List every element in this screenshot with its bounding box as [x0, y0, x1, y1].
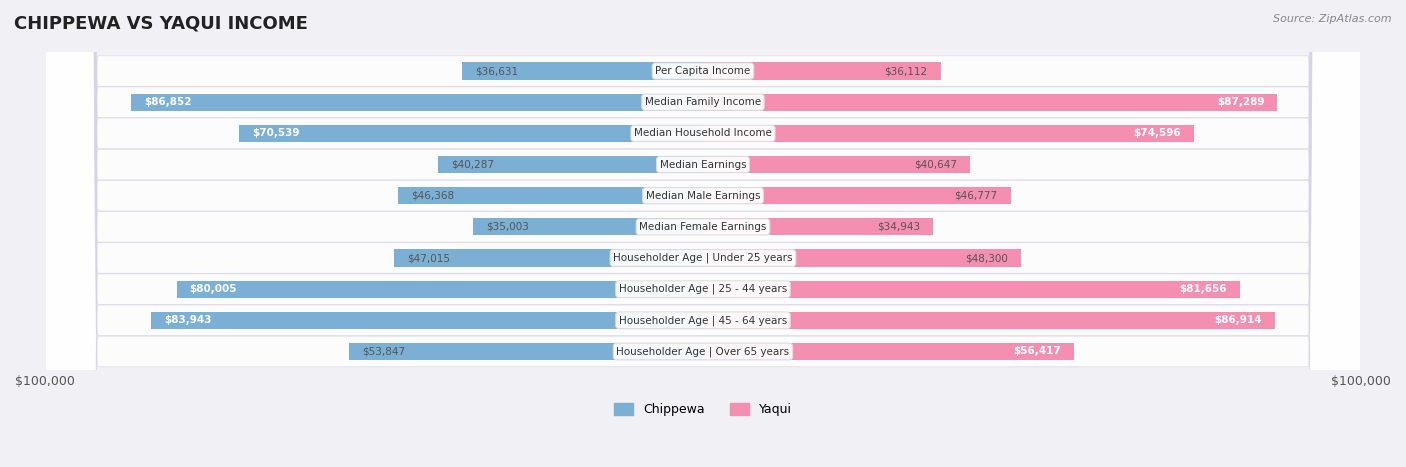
Bar — [45, 305, 1361, 336]
Text: Per Capita Income: Per Capita Income — [655, 66, 751, 76]
Text: $35,003: $35,003 — [486, 222, 529, 232]
Bar — [472, 218, 703, 235]
Text: $36,631: $36,631 — [475, 66, 519, 76]
Bar — [703, 187, 1011, 204]
Text: $46,777: $46,777 — [955, 191, 998, 201]
FancyBboxPatch shape — [45, 0, 1361, 467]
Bar — [703, 125, 1194, 142]
Text: Householder Age | 45 - 64 years: Householder Age | 45 - 64 years — [619, 315, 787, 325]
Text: Median Earnings: Median Earnings — [659, 160, 747, 170]
Text: Source: ZipAtlas.com: Source: ZipAtlas.com — [1274, 14, 1392, 24]
Text: $70,539: $70,539 — [252, 128, 299, 138]
Bar — [45, 242, 1361, 274]
Text: $47,015: $47,015 — [406, 253, 450, 263]
Bar — [45, 87, 1361, 118]
FancyBboxPatch shape — [45, 0, 1361, 467]
Text: $34,943: $34,943 — [877, 222, 920, 232]
Bar — [703, 156, 970, 173]
Text: $40,647: $40,647 — [914, 160, 957, 170]
Text: $74,596: $74,596 — [1133, 128, 1181, 138]
Bar — [703, 218, 934, 235]
Bar — [131, 94, 703, 111]
Bar — [437, 156, 703, 173]
Text: $86,852: $86,852 — [145, 97, 193, 107]
Bar — [45, 274, 1361, 305]
Bar — [703, 343, 1074, 360]
Bar — [45, 211, 1361, 242]
Text: $83,943: $83,943 — [163, 315, 211, 325]
Bar — [703, 63, 941, 79]
Bar — [45, 118, 1361, 149]
Text: $46,368: $46,368 — [411, 191, 454, 201]
Text: $53,847: $53,847 — [361, 347, 405, 356]
Text: Householder Age | 25 - 44 years: Householder Age | 25 - 44 years — [619, 284, 787, 294]
Text: CHIPPEWA VS YAQUI INCOME: CHIPPEWA VS YAQUI INCOME — [14, 14, 308, 32]
Bar — [703, 249, 1021, 267]
Text: $56,417: $56,417 — [1014, 347, 1062, 356]
Text: Median Male Earnings: Median Male Earnings — [645, 191, 761, 201]
Text: $87,289: $87,289 — [1216, 97, 1264, 107]
Text: $48,300: $48,300 — [965, 253, 1008, 263]
FancyBboxPatch shape — [45, 0, 1361, 467]
Bar — [45, 180, 1361, 211]
Bar — [703, 94, 1278, 111]
Text: Median Female Earnings: Median Female Earnings — [640, 222, 766, 232]
Text: $81,656: $81,656 — [1180, 284, 1227, 294]
Text: Householder Age | Over 65 years: Householder Age | Over 65 years — [616, 346, 790, 357]
Bar — [177, 281, 703, 298]
Bar — [150, 312, 703, 329]
Bar — [45, 336, 1361, 367]
Bar — [703, 312, 1275, 329]
FancyBboxPatch shape — [45, 0, 1361, 467]
Text: Householder Age | Under 25 years: Householder Age | Under 25 years — [613, 253, 793, 263]
Bar — [239, 125, 703, 142]
Text: Median Family Income: Median Family Income — [645, 97, 761, 107]
Bar — [349, 343, 703, 360]
FancyBboxPatch shape — [45, 0, 1361, 467]
Bar — [45, 149, 1361, 180]
Text: $80,005: $80,005 — [190, 284, 238, 294]
FancyBboxPatch shape — [45, 0, 1361, 467]
Bar — [394, 249, 703, 267]
Bar — [463, 63, 703, 79]
Bar — [398, 187, 703, 204]
Bar — [45, 56, 1361, 87]
FancyBboxPatch shape — [45, 0, 1361, 467]
Text: $86,914: $86,914 — [1215, 315, 1261, 325]
Text: Median Household Income: Median Household Income — [634, 128, 772, 138]
FancyBboxPatch shape — [45, 0, 1361, 467]
FancyBboxPatch shape — [45, 0, 1361, 467]
Bar — [703, 281, 1240, 298]
FancyBboxPatch shape — [45, 0, 1361, 467]
Text: $40,287: $40,287 — [451, 160, 494, 170]
Text: $36,112: $36,112 — [884, 66, 928, 76]
Legend: Chippewa, Yaqui: Chippewa, Yaqui — [609, 397, 797, 421]
